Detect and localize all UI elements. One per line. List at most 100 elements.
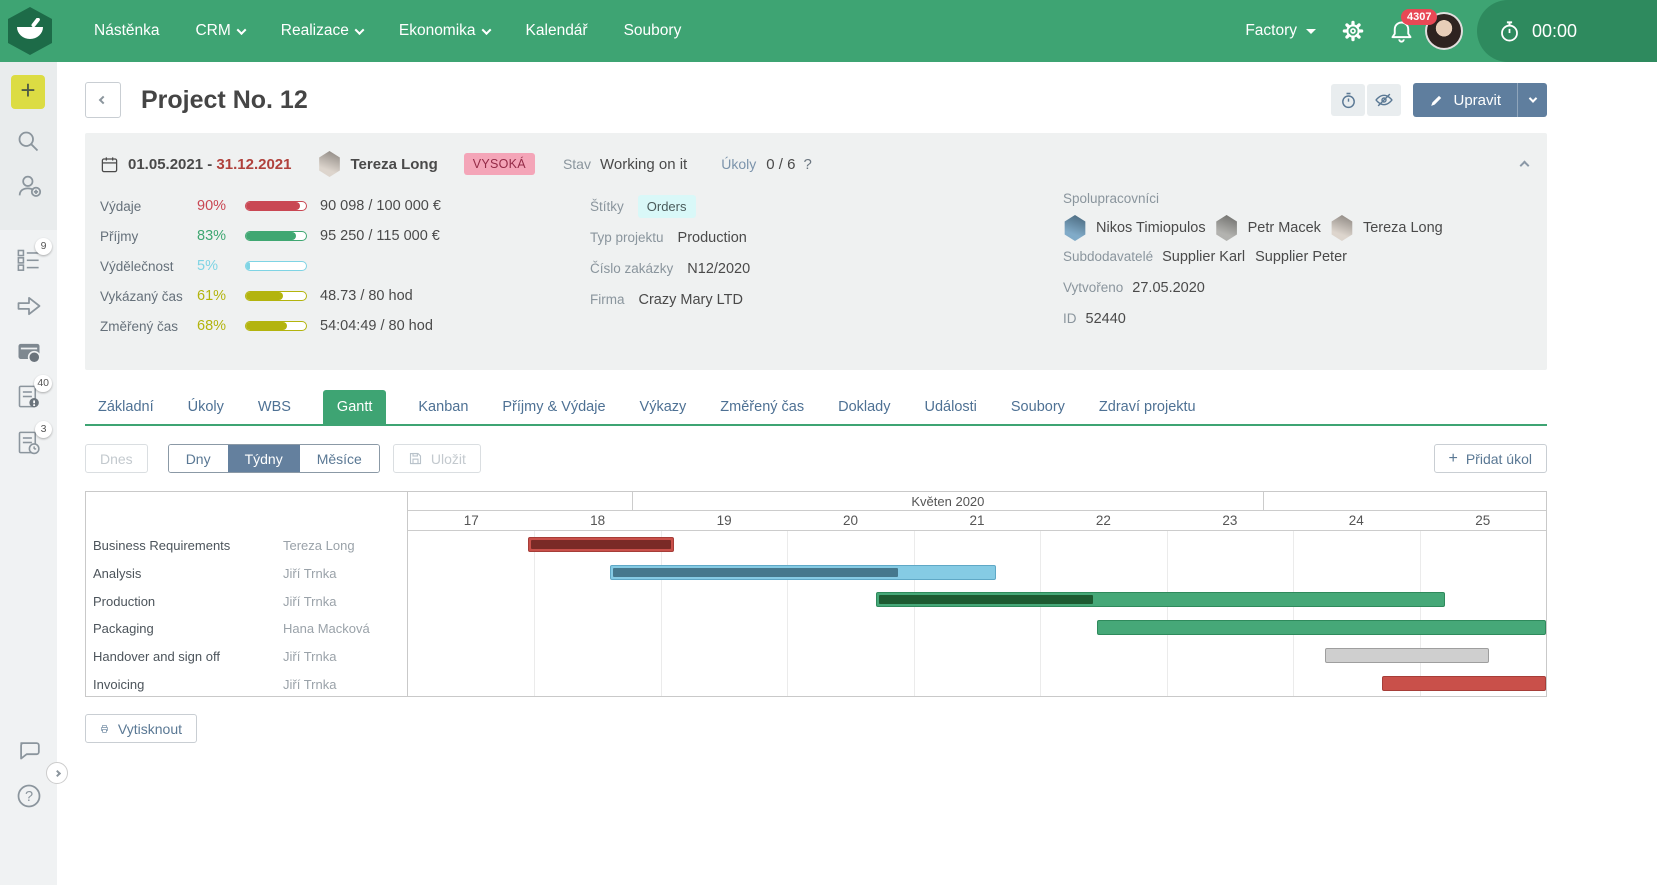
view-months-button[interactable]: Měsíce [299,445,379,472]
edit-dropdown-toggle[interactable] [1517,83,1547,117]
tab-zakladni[interactable]: Základní [98,399,154,415]
documents-warning-icon[interactable]: 40 [0,375,57,410]
nav-item-ekonomika[interactable]: Ekonomika [399,22,491,40]
gantt-task-name[interactable]: Business Requirements [93,538,231,554]
today-button[interactable]: Dnes [85,444,148,473]
metrics-column: Výdaje 90% 90 098 / 100 000 € Příjmy 83% 95 2… [100,191,590,341]
nav-item-realizace[interactable]: Realizace [280,22,365,40]
nav-item-crm[interactable]: CRM [195,22,247,40]
add-person-icon[interactable] [0,172,57,200]
tab-prijmy-vydaje[interactable]: Příjmy & Výdaje [502,399,606,415]
nav-item-soubory[interactable]: Soubory [624,22,682,40]
gantt-task-name[interactable]: Handover and sign off [93,649,220,665]
view-days-button[interactable]: Dny [168,445,228,472]
time-tracker[interactable]: 00:00 [1477,0,1657,62]
owner-name[interactable]: Tereza Long [350,155,438,173]
nav-item-kalendar[interactable]: Kalendář [526,22,588,40]
owner-avatar[interactable] [319,151,340,177]
avatar-nikos-timiopulos[interactable] [1064,215,1086,241]
tab-doklady[interactable]: Doklady [838,399,891,415]
metric-percent: 5% [197,258,218,274]
metric-vydaje: Výdaje 90% 90 098 / 100 000 € [100,191,590,221]
tab-soubory[interactable]: Soubory [1010,399,1065,415]
tab-wbs[interactable]: WBS [257,399,291,415]
collaborator-name[interactable]: Tereza Long [1362,220,1443,236]
id-value: 52440 [1085,310,1126,327]
nav-item-label: Kalendář [525,22,588,39]
gantt-bar-handover-and-sign-off[interactable] [1324,647,1490,663]
gantt-task-assignee: Jiří Trnka [283,649,337,665]
gantt-task-row: Business Requirements Tereza Long [86,532,407,560]
gear-icon[interactable] [1340,18,1366,44]
collapse-panel-button[interactable] [1517,152,1532,177]
project-date-range: 01.05.2021 - 31.12.2021 [128,156,292,173]
workspace-selector[interactable]: Factory [1245,22,1316,40]
tasks-help-icon[interactable]: ? [803,155,812,173]
tab-vykazy[interactable]: Výkazy [639,399,687,415]
sidebar-expand-button[interactable] [46,762,68,784]
field-label: Štítky [590,199,624,214]
notifications-bell[interactable]: 4307 [1388,8,1438,45]
collaborator-name[interactable]: Nikos Timiopulos [1096,220,1206,236]
gantt-week-label: 19 [716,513,732,528]
metric-progress-bar [245,261,307,271]
gantt-task-row: Packaging Hana Macková [86,615,407,643]
app-logo[interactable] [8,7,52,55]
tag-orders[interactable]: Orders [637,195,696,218]
field-value: Crazy Mary LTD [638,291,743,308]
print-button[interactable]: Vytisknout [85,714,197,743]
collaborator-name[interactable]: Petr Macek [1247,220,1321,236]
nav-item-label: Realizace [280,22,349,39]
back-button[interactable] [85,82,121,118]
tab-zmereny-cas[interactable]: Změřený čas [720,399,805,415]
view-weeks-button[interactable]: Týdny [227,445,300,472]
gantt-bar-packaging[interactable] [1097,620,1546,636]
track-time-button[interactable] [1331,84,1366,116]
gantt-task-assignee: Hana Macková [283,621,370,637]
gantt-gridline [534,531,536,696]
gantt-task-name[interactable]: Production [93,593,156,609]
gantt-task-name[interactable]: Invoicing [93,676,145,692]
gantt-bar-analysis[interactable] [610,564,996,580]
field-label: Typ projektu [590,230,664,245]
help-icon[interactable]: ? [0,782,57,810]
edit-button[interactable]: Upravit [1413,83,1547,117]
tab-ukoly[interactable]: Úkoly [187,399,224,415]
payment-card-icon[interactable] [0,338,57,366]
user-avatar[interactable] [1425,12,1463,50]
stopwatch-icon [1501,20,1518,41]
subcontractor-name[interactable]: Supplier Peter [1255,248,1347,265]
tab-gantt[interactable]: Gantt [322,390,387,424]
nav-item-nastenka[interactable]: Nástěnka [94,22,159,40]
quick-add-button[interactable]: + [11,75,45,109]
chat-icon[interactable] [0,737,57,765]
task-list-icon[interactable]: 9 [0,238,57,273]
tab-kanban[interactable]: Kanban [418,399,469,415]
status-value[interactable]: Working on it [599,155,688,173]
gantt-bar-production[interactable] [875,592,1445,608]
tab-zdravi-projektu[interactable]: Zdraví projektu [1098,399,1196,415]
metric-label: Příjmy [100,228,139,244]
avatar-tereza-long[interactable] [1331,215,1353,241]
avatar-petr-macek[interactable] [1216,215,1237,241]
project-summary-panel: 01.05.2021 - 31.12.2021 Tereza Long VYSO… [85,133,1547,370]
subcontractor-name[interactable]: Supplier Karl [1162,248,1246,265]
fields-column: Štítky Orders Typ projektu Production Číslo … [590,191,1063,341]
metric-progress-bar [245,231,307,241]
gantt-bar-invoicing[interactable] [1381,675,1546,691]
gantt-task-name[interactable]: Analysis [93,566,142,582]
approve-arrow-icon[interactable] [0,292,57,320]
field-stitky: Štítky Orders [590,191,1063,222]
gantt-bar-business-requirements[interactable] [528,537,674,552]
gantt-task-name[interactable]: Packaging [93,621,154,637]
search-icon[interactable] [0,128,57,155]
gantt-task-row: Production Jiří Trnka [86,587,407,615]
gantt-month-label: Květen 2020 [631,492,1265,510]
unwatch-button[interactable] [1367,84,1402,116]
tab-udalosti[interactable]: Události [924,399,977,415]
save-button[interactable]: Uložit [392,444,481,473]
created-label: Vytvořeno [1063,280,1124,295]
month-spacer [408,492,632,510]
reports-clock-icon[interactable]: 3 [0,421,57,456]
add-task-button[interactable]: + Přidat úkol [1433,444,1547,473]
